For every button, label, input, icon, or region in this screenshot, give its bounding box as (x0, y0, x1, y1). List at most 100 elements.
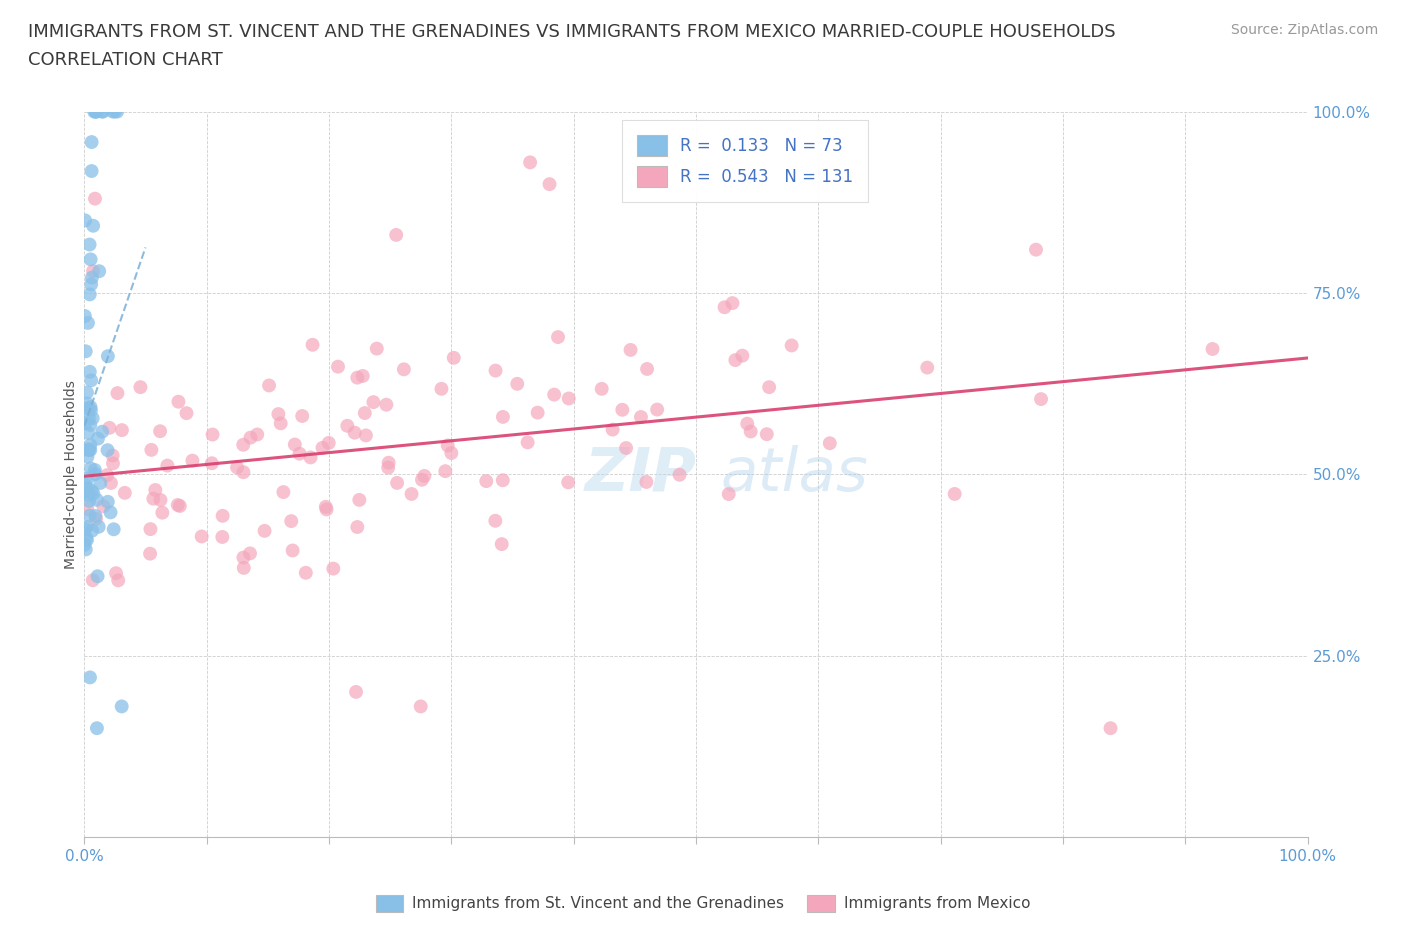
Point (79, 252, 101, 267)
Point (318, 435, 340, 450)
Point (353, 405, 375, 420)
Point (190, 529, 212, 544)
Point (150, 505, 173, 520)
Point (86, 721, 108, 736)
Point (755, 427, 778, 442)
Point (322, 561, 344, 576)
Point (543, 387, 565, 402)
Point (84, 509, 107, 524)
Point (139, 546, 162, 561)
Point (77, 488, 100, 503)
Point (232, 437, 254, 452)
Point (295, 565, 318, 580)
Point (619, 342, 641, 357)
Point (96, 468, 118, 483)
Point (346, 520, 368, 535)
Point (156, 458, 179, 473)
Point (301, 338, 323, 352)
Point (246, 427, 269, 442)
Point (75, 344, 97, 359)
Point (98, 420, 121, 435)
Point (291, 408, 314, 423)
Point (75, 477, 97, 492)
Point (101, 448, 124, 463)
Y-axis label: Married-couple Households: Married-couple Households (65, 379, 79, 569)
Point (105, 104, 128, 119)
Point (111, 699, 134, 714)
Point (492, 472, 515, 487)
Point (506, 377, 529, 392)
Point (142, 491, 165, 506)
Point (311, 441, 333, 456)
Point (129, 379, 152, 394)
Point (668, 468, 690, 483)
Point (538, 177, 561, 192)
Point (76, 502, 98, 517)
Point (84, 192, 107, 206)
Point (434, 464, 457, 479)
Point (943, 486, 966, 501)
Point (80, 461, 103, 476)
Point (77, 426, 100, 441)
Point (139, 522, 162, 537)
Point (105, 565, 128, 580)
Point (377, 460, 399, 475)
Point (114, 485, 136, 500)
Point (273, 485, 295, 499)
Point (780, 338, 803, 352)
Point (77, 411, 100, 426)
Point (288, 446, 311, 461)
Point (84, 104, 107, 119)
Point (79, 670, 101, 684)
Point (344, 684, 367, 699)
Point (76, 471, 98, 485)
Point (257, 378, 280, 392)
Point (84, 467, 107, 482)
Legend: R =  0.133   N = 73, R =  0.543   N = 131: R = 0.133 N = 73, R = 0.543 N = 131 (621, 120, 868, 202)
Point (211, 529, 233, 544)
Point (1201, 341, 1223, 356)
Point (80, 164, 103, 179)
Point (591, 381, 613, 396)
Point (614, 441, 637, 456)
Point (87, 519, 110, 534)
Point (80, 373, 103, 388)
Point (315, 502, 337, 517)
Point (281, 543, 304, 558)
Point (82, 219, 104, 233)
Point (636, 474, 658, 489)
Point (253, 524, 276, 538)
Point (149, 424, 172, 439)
Point (91, 424, 114, 439)
Point (96, 443, 118, 458)
Point (84, 512, 107, 526)
Point (79, 443, 101, 458)
Point (83, 104, 105, 119)
Point (645, 402, 668, 417)
Point (211, 509, 233, 524)
Text: Source: ZipAtlas.com: Source: ZipAtlas.com (1230, 23, 1378, 37)
Point (440, 445, 463, 460)
Point (336, 418, 359, 433)
Point (181, 453, 204, 468)
Point (76, 481, 98, 496)
Text: IMMIGRANTS FROM ST. VINCENT AND THE GRENADINES VS IMMIGRANTS FROM MEXICO MARRIED: IMMIGRANTS FROM ST. VINCENT AND THE GREN… (28, 23, 1116, 41)
Point (713, 299, 735, 314)
Point (176, 405, 198, 420)
Legend: Immigrants from St. Vincent and the Grenadines, Immigrants from Mexico: Immigrants from St. Vincent and the Gren… (370, 889, 1036, 918)
Point (79, 508, 101, 523)
Point (915, 360, 938, 375)
Point (82, 524, 104, 538)
Point (349, 493, 371, 508)
Point (77, 401, 100, 416)
Point (413, 469, 436, 484)
Point (76, 385, 98, 400)
Point (557, 391, 579, 405)
Point (73, 522, 96, 537)
Point (1025, 242, 1047, 257)
Point (740, 424, 762, 439)
Point (443, 351, 465, 365)
Point (343, 425, 366, 440)
Point (612, 403, 634, 418)
Point (141, 443, 163, 458)
